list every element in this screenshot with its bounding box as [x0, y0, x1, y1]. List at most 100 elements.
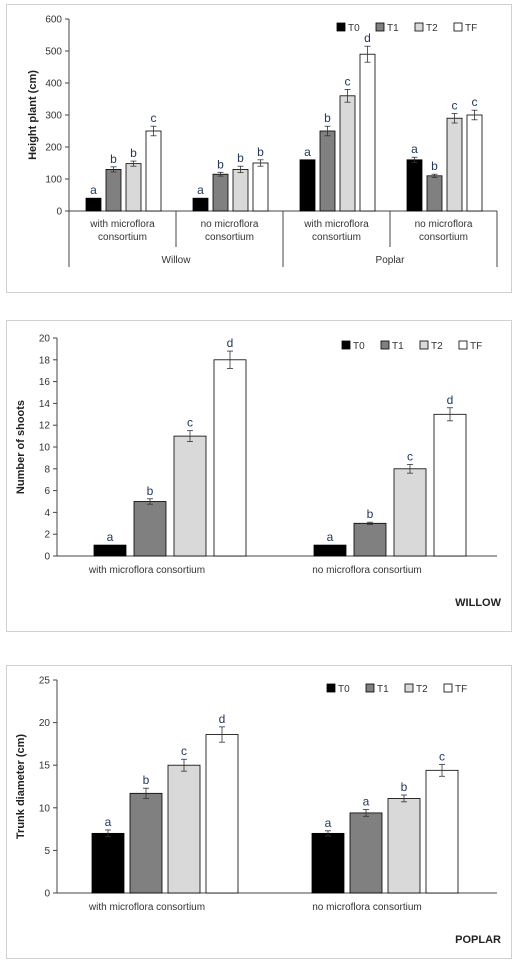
significance-letter: a [325, 816, 332, 830]
significance-letter: d [364, 31, 371, 45]
significance-letter: a [197, 183, 204, 197]
significance-letter: a [411, 142, 418, 156]
y-tick-label: 300 [45, 111, 62, 122]
x-group-label: consortium [98, 232, 147, 243]
y-axis-label: Trunk diameter (cm) [15, 734, 27, 839]
x-group-label: no microflora [415, 219, 473, 230]
bar-T2 [339, 95, 356, 212]
legend-label-T2: T2 [416, 684, 428, 695]
y-tick-label: 4 [44, 508, 50, 519]
chart-corner-label: WILLOW [455, 597, 501, 609]
legend-label-T2: T2 [426, 23, 438, 34]
x-group-label: no microflora [201, 219, 259, 230]
significance-letter: b [130, 146, 137, 160]
x-category-label: Willow [162, 255, 192, 266]
chart-corner-label: POPLAR [455, 934, 501, 946]
y-tick-label: 8 [44, 464, 50, 475]
bar-T0 [406, 159, 423, 212]
bar-TF [433, 413, 467, 557]
bar-T1 [212, 173, 229, 212]
y-tick-label: 100 [45, 175, 62, 186]
significance-letter: b [110, 152, 117, 166]
bar-TF [213, 359, 247, 557]
bar-T0 [91, 832, 125, 894]
bar-T0 [313, 544, 347, 557]
legend-label-TF: TF [470, 341, 482, 352]
legend-label-T1: T1 [392, 341, 404, 352]
legend-label-T2: T2 [431, 341, 443, 352]
bar-T1 [133, 501, 167, 557]
significance-letter: c [452, 98, 458, 112]
x-group-label: consortium [419, 232, 468, 243]
legend-label-T0: T0 [353, 341, 365, 352]
bar-TF [466, 114, 483, 212]
y-tick-label: 5 [44, 846, 50, 857]
significance-letter: a [327, 530, 334, 544]
legend-label-TF: TF [455, 684, 467, 695]
x-group-label: consortium [312, 232, 361, 243]
significance-letter: c [439, 749, 445, 763]
bar-T2 [393, 468, 427, 557]
bar-TF [252, 162, 269, 212]
significance-letter: a [90, 183, 97, 197]
significance-letter: b [257, 145, 264, 159]
legend-swatch-T2 [419, 340, 429, 350]
significance-letter: c [407, 449, 413, 463]
bar-T0 [311, 832, 345, 894]
y-tick-label: 500 [45, 47, 62, 58]
bar-T0 [192, 197, 209, 212]
y-tick-label: 14 [39, 399, 51, 410]
bar-T0 [93, 544, 127, 557]
significance-letter: b [147, 484, 154, 498]
shoots-chart-panel: 0 2 4 6 8 10 12 14 16 18 20 Number of shoots a b c d a b c… [6, 320, 512, 632]
legend-swatch-T0 [326, 683, 336, 693]
significance-letter: b [431, 159, 438, 173]
y-tick-label: 16 [39, 377, 51, 388]
bar-T1 [349, 812, 383, 894]
y-tick-label: 0 [44, 552, 50, 563]
x-group-label: with microflora [89, 219, 155, 230]
y-tick-label: 10 [39, 803, 51, 814]
legend-label-T1: T1 [387, 23, 399, 34]
legend-swatch-T0 [336, 22, 346, 32]
x-group-label: with microflora consortium [88, 565, 205, 576]
bar-T0 [85, 197, 102, 212]
y-tick-label: 6 [44, 486, 50, 497]
trunk-diameter-chart-panel: 0 5 10 15 20 25 Trunk diameter (cm) a b c d a a b c wit… [6, 665, 512, 959]
x-group-label: no microflora consortium [312, 565, 421, 576]
x-group-label: with microflora [303, 219, 369, 230]
y-tick-label: 0 [56, 207, 62, 218]
bar-T1 [319, 130, 336, 212]
y-tick-label: 20 [39, 718, 51, 729]
legend-swatch-T2 [404, 683, 414, 693]
bar-T2 [173, 435, 207, 557]
significance-letter: b [324, 111, 331, 125]
significance-letter: c [151, 111, 157, 125]
y-tick-label: 600 [45, 15, 62, 26]
x-group-label: consortium [205, 232, 254, 243]
x-category-label: Poplar [376, 255, 406, 266]
bar-T2 [167, 764, 201, 894]
legend-label-T0: T0 [348, 23, 360, 34]
significance-letter: c [345, 74, 351, 88]
significance-letter: b [401, 780, 408, 794]
y-tick-label: 12 [39, 421, 51, 432]
bar-T2 [125, 163, 142, 212]
height-chart-panel: 0 100 200 300 400 500 600 Height plant (cm) a b b c… [6, 4, 512, 293]
significance-letter: a [105, 815, 112, 829]
y-tick-label: 25 [39, 676, 51, 687]
x-group-label: with microflora consortium [88, 902, 205, 913]
significance-letter: b [237, 151, 244, 165]
bar-T0 [299, 159, 316, 212]
y-tick-label: 18 [39, 355, 51, 366]
significance-letter: a [304, 145, 311, 159]
y-axis-label: Height plant (cm) [27, 70, 39, 160]
y-axis-label: Number of shoots [15, 400, 27, 494]
legend-swatch-T1 [380, 340, 390, 350]
significance-letter: b [143, 773, 150, 787]
significance-letter: a [363, 795, 370, 809]
legend-label-TF: TF [465, 23, 477, 34]
significance-letter: a [107, 530, 114, 544]
y-tick-label: 2 [44, 530, 50, 541]
